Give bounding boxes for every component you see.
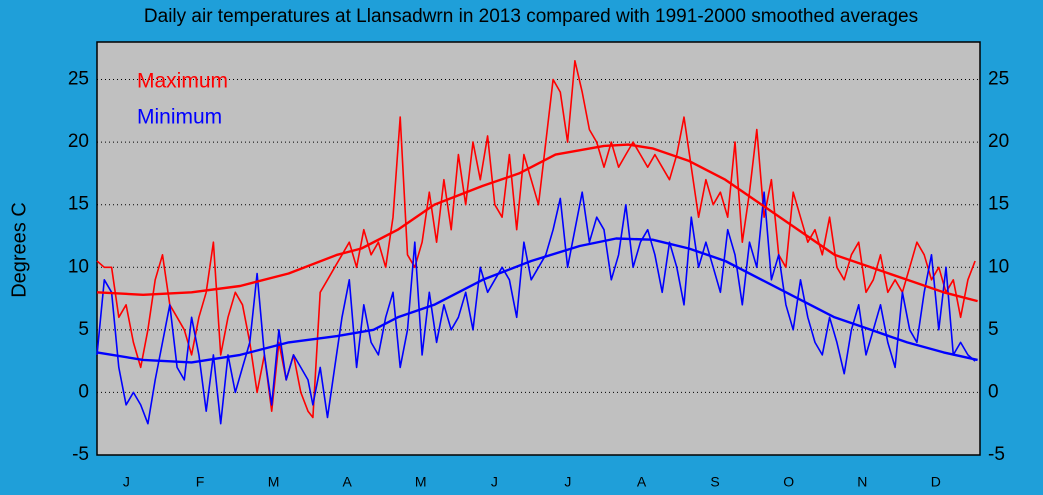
x-tick-label: A [343, 474, 353, 490]
x-tick-label: D [931, 474, 941, 490]
series-line [96, 191, 976, 425]
average-line [96, 143, 978, 303]
x-tick-label: F [196, 474, 205, 490]
y-tick-label: -5 [72, 444, 89, 465]
x-tick-label: O [783, 474, 794, 490]
y2-tick-label: 25 [988, 69, 1009, 90]
y-tick-label: 25 [68, 69, 89, 90]
y-tick-label: 5 [78, 319, 89, 340]
average-line [96, 237, 978, 364]
x-tick-label: J [564, 474, 571, 490]
x-tick-label: M [415, 474, 427, 490]
x-tick-label: S [710, 474, 719, 490]
legend-label: Minimum [137, 106, 222, 129]
y-axis-label: Degrees C [8, 202, 30, 298]
y2-tick-label: 10 [988, 256, 1009, 277]
y-tick-label: 15 [68, 194, 89, 215]
plot-area [96, 41, 981, 456]
series-line [96, 60, 976, 419]
x-tick-label: M [268, 474, 280, 490]
x-tick-label: A [637, 474, 647, 490]
x-tick-label: J [123, 474, 130, 490]
legend-label: Maximum [137, 70, 228, 93]
y-tick-label: 10 [68, 256, 89, 277]
y-tick-label: 20 [68, 131, 89, 152]
chart-title: Daily air temperatures at Llansadwrn in … [144, 6, 918, 27]
y2-tick-label: 5 [988, 319, 999, 340]
y2-tick-label: 15 [988, 194, 1009, 215]
y2-tick-label: 0 [988, 381, 999, 402]
y2-tick-label: -5 [988, 444, 1005, 465]
x-tick-label: J [491, 474, 498, 490]
x-tick-label: N [857, 474, 867, 490]
y-tick-label: 0 [78, 381, 89, 402]
y2-tick-label: 20 [988, 131, 1009, 152]
